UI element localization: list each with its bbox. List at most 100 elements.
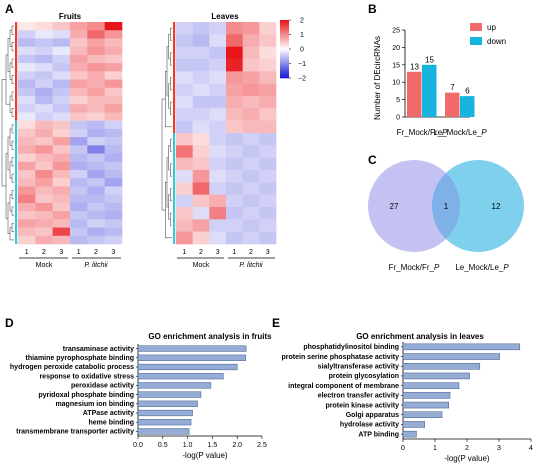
fruits-cell [18, 120, 36, 130]
colorbar-segment [280, 37, 289, 40]
b-y-tick-label: 5 [396, 97, 400, 104]
fruits-cell [52, 145, 71, 154]
leaves-cell [209, 46, 227, 60]
leaves-cell [209, 182, 227, 195]
leaves-column-label: 1 [232, 249, 236, 256]
fruits-cell [70, 219, 88, 228]
leaves-cell [192, 145, 210, 158]
d-category-label: magnesium ion binding [55, 401, 134, 408]
b-bar-value-label: 15 [425, 55, 434, 64]
leaves-cell [226, 83, 243, 97]
fruits-cell [52, 178, 71, 187]
leaves-cell [192, 83, 210, 97]
leaves-cell [209, 120, 227, 134]
d-bar [137, 391, 202, 398]
fruits-cell [87, 186, 105, 195]
fruits-cell [35, 120, 53, 130]
b-bar-down [460, 96, 475, 117]
colorbar-segment [280, 66, 289, 69]
d-bar [137, 345, 247, 352]
b-x-tick-label: Le_Mock/Le_P [433, 128, 487, 137]
fruits-dendrogram-branch [11, 25, 14, 35]
colorbar-segment [280, 64, 289, 67]
fruits-cell [87, 104, 105, 113]
leaves-cell [176, 96, 193, 109]
fruits-dendrogram-branch [11, 140, 14, 150]
b-y-tick-label: 15 [392, 62, 400, 69]
colorbar-segment [280, 20, 289, 22]
fruits-cell [18, 194, 36, 204]
leaves-cell [209, 219, 227, 232]
b-bar-up [407, 71, 422, 117]
e-category-label: phosphatidylinositol binding [303, 344, 399, 351]
fruits-cell [104, 211, 123, 220]
fruits-cell [70, 38, 88, 47]
fruits-cell [87, 71, 105, 80]
fruits-cell [70, 54, 88, 64]
colorbar-segment [280, 67, 289, 70]
colorbar-segment [280, 21, 289, 24]
fruits-cell [87, 54, 105, 64]
b-y-axis-label: Number of DEcircRNAs [373, 36, 382, 120]
fruits-dendrogram-branch [11, 108, 14, 117]
leaves-cell [209, 34, 227, 47]
leaves-cell [226, 170, 243, 183]
d-bar [137, 354, 246, 361]
leaves-column-label: 2 [199, 249, 203, 256]
leaves-column-label: 1 [182, 249, 186, 256]
fruits-cell [18, 227, 36, 237]
leaves-cell [259, 59, 277, 72]
fruits-cell [87, 96, 105, 105]
venn-diagram: 27 1 12 Fr_Mock/Fr_P Le_Mock/Le_P [368, 160, 524, 272]
fruits-cell [52, 161, 71, 171]
b-legend-label-up: up [487, 23, 496, 32]
leaves-cell [209, 83, 227, 97]
colorbar-segment [280, 25, 289, 28]
b-y-tick-label: 20 [392, 45, 400, 52]
leaves-dendrogram-branch [170, 77, 172, 91]
leaves-dendrogram-branch [170, 52, 172, 66]
d-category-label: hydrogen peroxide catabolic process [10, 364, 134, 371]
leaves-cell [176, 170, 193, 183]
fruits-cell [18, 46, 36, 56]
fruits-cell [52, 235, 71, 245]
colorbar-tick-label: 1 [300, 32, 304, 39]
leaves-group-label-mock: Mock [193, 262, 210, 269]
leaves-cell [176, 120, 193, 134]
fruits-cell [18, 79, 36, 89]
d-bar [137, 409, 193, 417]
fruits-cell [18, 153, 36, 163]
fruits-dendrogram-root [1, 79, 6, 187]
fruits-cell [70, 104, 88, 113]
leaves-row-dendrogram [161, 27, 172, 239]
fruits-cell [104, 54, 123, 64]
leaves-cell [176, 145, 193, 158]
fruits-cell [87, 202, 105, 212]
leaves-cell [192, 182, 210, 195]
colorbar-segment [280, 50, 289, 53]
b-bar-up [445, 92, 460, 117]
d-x-tick-label: 0.5 [158, 442, 168, 449]
venn-set-label-fruits: Fr_Mock/Fr_P [389, 263, 440, 272]
fruits-cell [104, 202, 123, 212]
colorbar-segment [280, 33, 289, 35]
leaves-cell [192, 34, 210, 47]
leaves-cell [226, 46, 243, 60]
fruits-cluster-bar-down [15, 120, 18, 244]
fruits-cell [18, 219, 36, 228]
leaves-cell [192, 46, 210, 60]
e-category-label: protein serine phosphatase activity [282, 354, 400, 361]
d-category-label: heme binding [89, 419, 135, 426]
leaves-column-label: 3 [266, 249, 270, 256]
fruits-cell [70, 153, 88, 163]
fruits-cell [18, 22, 36, 31]
e-x-tick-label: 0 [401, 445, 405, 452]
d-x-axis-label: -log(P value) [182, 451, 228, 460]
leaves-cell [242, 182, 260, 195]
fruits-cell [70, 145, 88, 154]
fruits-cell [35, 54, 53, 64]
fruits-cell [18, 137, 36, 146]
leaves-cell [209, 133, 227, 146]
fruits-cell [52, 54, 71, 64]
fruits-cell [87, 145, 105, 154]
